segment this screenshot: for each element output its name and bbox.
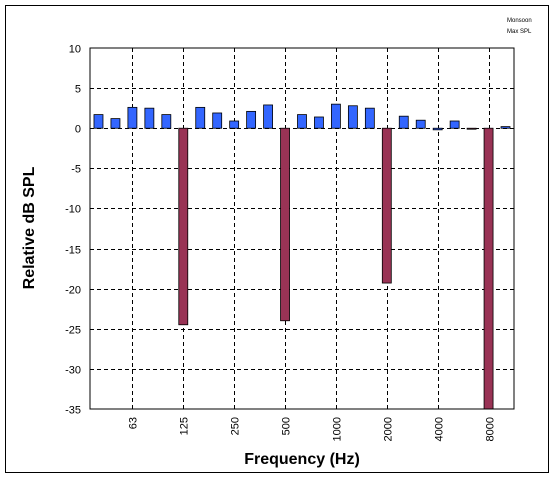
- x-tick-label: 125: [179, 417, 191, 435]
- bar-monsoon: [195, 106, 206, 129]
- y-tick-label: -35: [65, 405, 81, 417]
- y-tick-label: -20: [65, 285, 81, 297]
- bar-monsoon: [314, 116, 324, 129]
- y-tick-label: -25: [65, 325, 81, 337]
- y-tick-labels: 10 5 0 -5 -10 -15 -20 -25 -30 -35: [65, 44, 81, 417]
- y-tick-label: -15: [65, 245, 81, 257]
- chart-outer-border: [5, 5, 549, 473]
- bar-max-spl: [483, 127, 494, 410]
- x-tick-label: 8000: [485, 417, 497, 441]
- legend: Monsoon Max SPL: [507, 18, 532, 35]
- y-tick-label: 0: [75, 124, 81, 136]
- bar-max-spl: [466, 127, 477, 130]
- bar-monsoon: [212, 112, 223, 129]
- x-axis-title: Frequency (Hz): [244, 451, 360, 468]
- bar-monsoon: [127, 106, 138, 129]
- y-tick-label: -5: [71, 164, 81, 176]
- x-tick-label: 63: [128, 417, 140, 429]
- bar-monsoon: [500, 126, 511, 129]
- x-tick-label: 4000: [434, 417, 446, 441]
- x-tick-label: 2000: [383, 417, 395, 441]
- bar-monsoon: [297, 114, 307, 129]
- y-tick-label: -30: [65, 365, 81, 377]
- bar-monsoon: [398, 115, 409, 129]
- x-tick-label: 500: [281, 417, 293, 435]
- bar-monsoon: [364, 107, 375, 129]
- x-tick-labels: 63 125 250 500 1000 2000 4000 8000: [128, 417, 497, 441]
- bar-max-spl: [280, 127, 290, 322]
- bar-max-spl: [178, 127, 189, 326]
- bar-monsoon: [93, 114, 104, 129]
- bar-monsoon: [246, 110, 257, 129]
- bar-max-spl: [381, 127, 392, 284]
- legend-entry-max-spl: Max SPL: [507, 29, 532, 35]
- y-tick-label: 10: [69, 44, 81, 56]
- bar-monsoon: [331, 103, 341, 129]
- bar-monsoon: [415, 119, 426, 129]
- bar-monsoon: [161, 114, 172, 129]
- bar-monsoon: [347, 105, 358, 129]
- bar-monsoon: [449, 120, 460, 129]
- bar-monsoon: [110, 118, 121, 129]
- plot-area-border: [89, 47, 515, 410]
- bar-monsoon: [229, 120, 240, 129]
- x-tick-label: 1000: [332, 417, 344, 441]
- y-tick-label: 5: [75, 84, 81, 96]
- bar-layer: [93, 103, 511, 410]
- y-tick-label: -10: [65, 204, 81, 216]
- bar-monsoon: [432, 127, 443, 131]
- bar-monsoon: [263, 104, 273, 129]
- x-tick-label: 250: [230, 417, 242, 435]
- legend-entry-monsoon: Monsoon: [507, 18, 532, 24]
- bar-monsoon: [144, 107, 155, 129]
- grid-layer: [90, 48, 514, 409]
- y-axis-title: Relative dB SPL: [21, 166, 38, 289]
